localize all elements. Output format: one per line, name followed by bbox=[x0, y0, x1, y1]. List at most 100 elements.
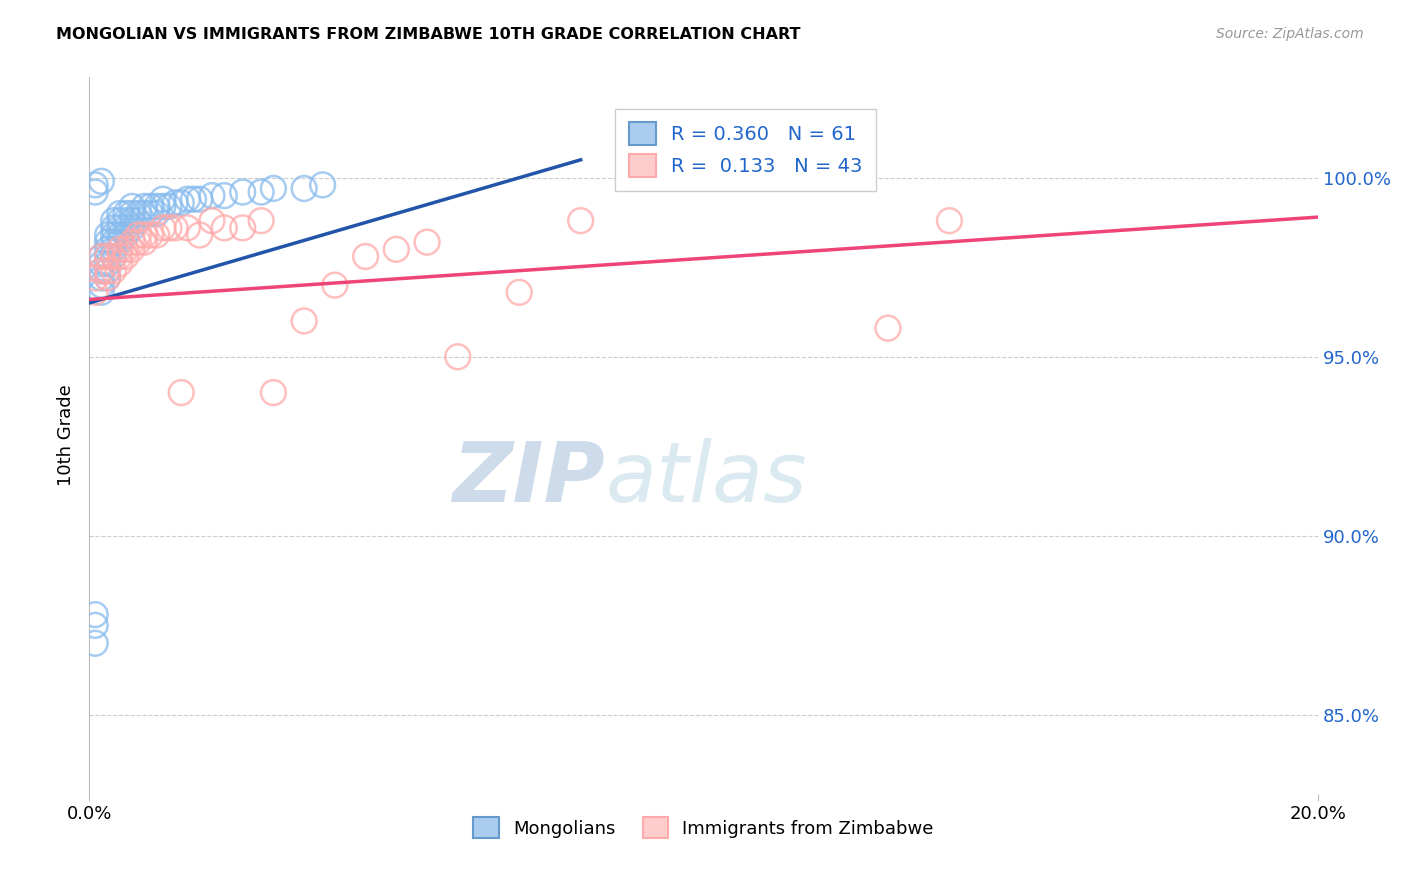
Point bbox=[96, 227, 118, 242]
Point bbox=[121, 235, 143, 249]
Point bbox=[134, 227, 156, 242]
Point bbox=[201, 188, 224, 202]
Point bbox=[90, 264, 112, 278]
Point bbox=[262, 181, 284, 195]
Point bbox=[103, 227, 125, 242]
Point bbox=[311, 178, 333, 192]
Point bbox=[250, 185, 273, 199]
Point bbox=[108, 220, 131, 235]
Point bbox=[250, 213, 273, 227]
Point bbox=[170, 385, 193, 400]
Point bbox=[262, 385, 284, 400]
Point bbox=[165, 220, 187, 235]
Point bbox=[183, 192, 205, 206]
Point bbox=[292, 181, 315, 195]
Point bbox=[134, 206, 156, 220]
Text: atlas: atlas bbox=[605, 438, 807, 519]
Point bbox=[84, 271, 107, 285]
Point bbox=[84, 178, 107, 192]
Point bbox=[96, 250, 118, 264]
Point bbox=[145, 199, 167, 213]
Point bbox=[90, 257, 112, 271]
Point bbox=[103, 213, 125, 227]
Point bbox=[103, 250, 125, 264]
Point bbox=[152, 192, 174, 206]
Point bbox=[323, 278, 346, 293]
Point bbox=[84, 185, 107, 199]
Point bbox=[90, 250, 112, 264]
Point bbox=[127, 235, 149, 249]
Point bbox=[115, 227, 138, 242]
Point bbox=[569, 213, 592, 227]
Point bbox=[90, 264, 112, 278]
Point bbox=[90, 285, 112, 300]
Point bbox=[90, 250, 112, 264]
Point bbox=[385, 243, 408, 257]
Point bbox=[127, 213, 149, 227]
Point bbox=[108, 257, 131, 271]
Point bbox=[121, 220, 143, 235]
Point bbox=[877, 321, 900, 335]
Point bbox=[96, 264, 118, 278]
Point bbox=[176, 192, 198, 206]
Point bbox=[152, 199, 174, 213]
Point bbox=[96, 257, 118, 271]
Point bbox=[96, 250, 118, 264]
Point bbox=[108, 243, 131, 257]
Point bbox=[232, 185, 254, 199]
Point bbox=[157, 199, 180, 213]
Point bbox=[145, 227, 167, 242]
Point bbox=[84, 636, 107, 650]
Point bbox=[152, 220, 174, 235]
Text: MONGOLIAN VS IMMIGRANTS FROM ZIMBABWE 10TH GRADE CORRELATION CHART: MONGOLIAN VS IMMIGRANTS FROM ZIMBABWE 10… bbox=[56, 27, 801, 42]
Point bbox=[157, 220, 180, 235]
Point bbox=[508, 285, 530, 300]
Point bbox=[201, 213, 224, 227]
Point bbox=[103, 243, 125, 257]
Point bbox=[84, 618, 107, 632]
Point bbox=[121, 243, 143, 257]
Point bbox=[103, 220, 125, 235]
Point bbox=[170, 195, 193, 210]
Point bbox=[139, 199, 162, 213]
Point bbox=[103, 235, 125, 249]
Point bbox=[84, 607, 107, 622]
Point bbox=[416, 235, 439, 249]
Point bbox=[90, 271, 112, 285]
Point bbox=[96, 243, 118, 257]
Point bbox=[121, 206, 143, 220]
Point bbox=[292, 314, 315, 328]
Y-axis label: 10th Grade: 10th Grade bbox=[58, 384, 75, 486]
Point bbox=[214, 220, 236, 235]
Point bbox=[134, 235, 156, 249]
Point bbox=[90, 174, 112, 188]
Point bbox=[165, 195, 187, 210]
Point bbox=[232, 220, 254, 235]
Point bbox=[139, 227, 162, 242]
Legend: Mongolians, Immigrants from Zimbabwe: Mongolians, Immigrants from Zimbabwe bbox=[467, 810, 941, 846]
Point bbox=[188, 192, 211, 206]
Point bbox=[84, 285, 107, 300]
Point bbox=[115, 220, 138, 235]
Point bbox=[134, 199, 156, 213]
Point bbox=[115, 213, 138, 227]
Point bbox=[90, 278, 112, 293]
Point bbox=[127, 227, 149, 242]
Point bbox=[96, 271, 118, 285]
Point bbox=[108, 206, 131, 220]
Point bbox=[115, 206, 138, 220]
Point bbox=[108, 250, 131, 264]
Point bbox=[145, 206, 167, 220]
Point bbox=[938, 213, 960, 227]
Point bbox=[121, 213, 143, 227]
Point bbox=[139, 206, 162, 220]
Point bbox=[103, 250, 125, 264]
Point bbox=[121, 199, 143, 213]
Point bbox=[447, 350, 470, 364]
Point bbox=[214, 188, 236, 202]
Point bbox=[108, 227, 131, 242]
Point bbox=[108, 235, 131, 249]
Point bbox=[96, 271, 118, 285]
Point bbox=[127, 206, 149, 220]
Point bbox=[96, 264, 118, 278]
